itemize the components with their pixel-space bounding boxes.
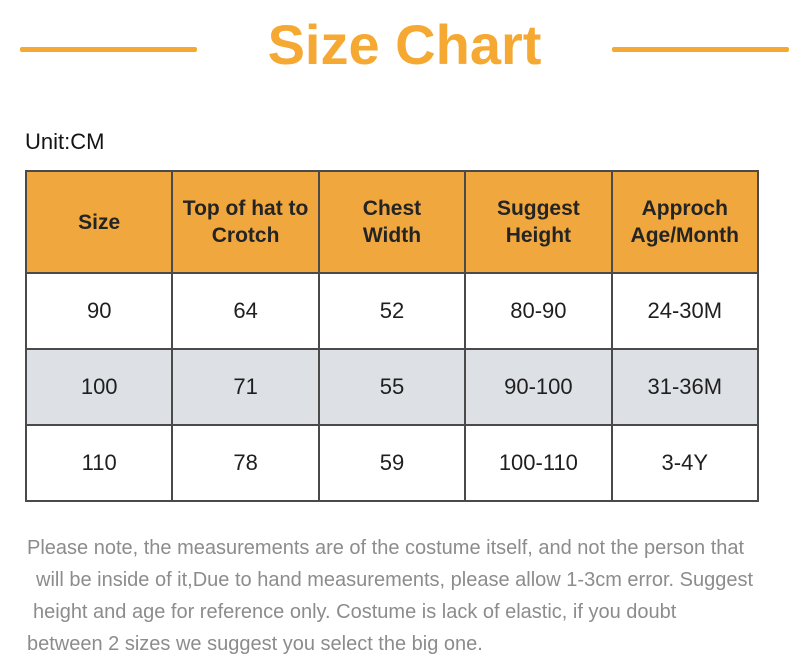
title-rule-left xyxy=(20,47,197,52)
header-line: Crotch xyxy=(211,224,280,247)
note-line: will be inside of it,Due to hand measure… xyxy=(36,569,754,591)
table-cell: 78 xyxy=(171,424,320,502)
header-line: Top of hat to xyxy=(182,197,309,220)
header-cell-suggest-height: Suggest Height xyxy=(464,170,613,274)
measurement-note: Please note, the measurements are of the… xyxy=(27,532,787,660)
header-cell-hat-to-crotch: Top of hat to Crotch xyxy=(171,170,320,274)
table-cell: 31-36M xyxy=(610,348,760,426)
table-row-size-100: 100 71 55 90-100 31-36M xyxy=(24,348,760,426)
table-cell: 59 xyxy=(317,424,467,502)
header-cell-approch-age: Approch Age/Month xyxy=(610,170,760,274)
size-chart-table: Size Top of hat to Crotch Chest Width Su… xyxy=(24,170,760,502)
table-cell: 3-4Y xyxy=(610,424,760,502)
note-line: between 2 sizes we suggest you select th… xyxy=(27,633,483,655)
header-line: Width xyxy=(362,224,422,247)
table-cell: 64 xyxy=(171,272,320,350)
table-cell: 110 xyxy=(24,424,174,502)
table-cell: 55 xyxy=(317,348,467,426)
header-line: Suggest xyxy=(496,197,580,220)
table-cell: 52 xyxy=(317,272,467,350)
table-cell: 80-90 xyxy=(464,272,613,350)
title-rule-right xyxy=(612,47,789,52)
table-cell: 100 xyxy=(24,348,174,426)
page-title: Size Chart xyxy=(267,13,542,76)
header-cell-chest-width: Chest Width xyxy=(317,170,467,274)
table-cell: 90-100 xyxy=(464,348,613,426)
note-line: height and age for reference only. Costu… xyxy=(33,601,677,623)
table-cell: 71 xyxy=(171,348,320,426)
header-line: Height xyxy=(505,224,572,247)
header-line: Age/Month xyxy=(630,224,740,247)
header-line: Chest xyxy=(362,197,422,220)
header-line: Size xyxy=(78,210,121,234)
header-row: Size Top of hat to Crotch Chest Width Su… xyxy=(24,170,760,274)
table-cell: 100-110 xyxy=(464,424,613,502)
header-line: Approch xyxy=(641,197,728,220)
table-cell: 24-30M xyxy=(610,272,760,350)
header-cell-size: Size xyxy=(24,170,174,274)
table-cell: 90 xyxy=(24,272,174,350)
table-row-size-110: 110 78 59 100-110 3-4Y xyxy=(24,424,760,502)
table-row-size-90: 90 64 52 80-90 24-30M xyxy=(24,272,760,350)
unit-label: Unit:CM xyxy=(25,129,105,154)
note-line: Please note, the measurements are of the… xyxy=(27,537,745,559)
